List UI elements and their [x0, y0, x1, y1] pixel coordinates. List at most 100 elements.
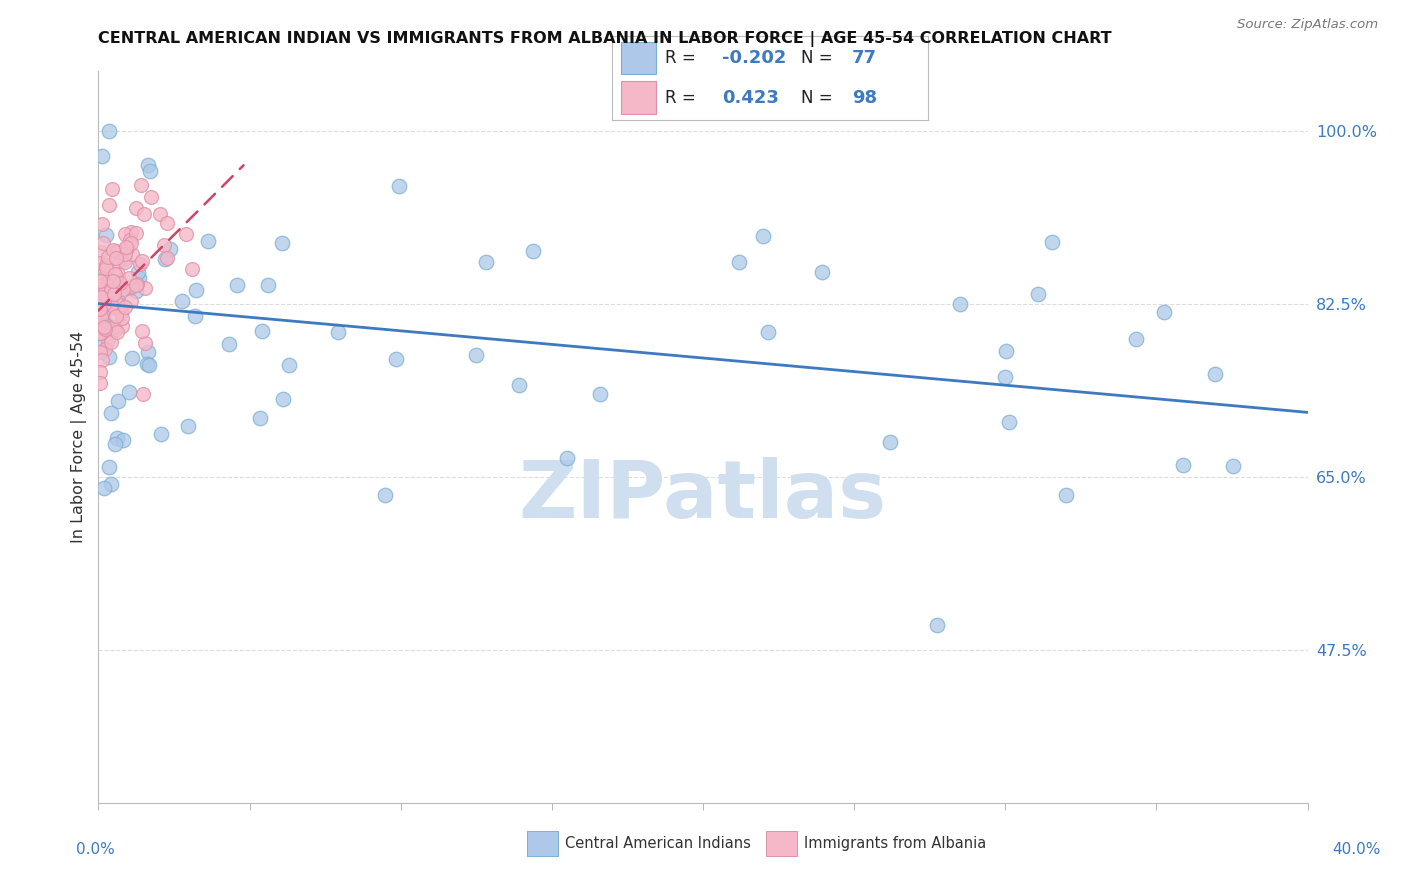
Point: [107, 267, 129, 281]
Point: [114, 255, 136, 269]
Text: Immigrants from Albania: Immigrants from Albania: [804, 837, 987, 851]
Point: [98, 351, 121, 365]
Point: [90, 217, 112, 231]
Point: [97, 333, 120, 347]
Text: ZIPatlas: ZIPatlas: [519, 457, 887, 534]
Point: [374, 488, 396, 502]
Point: [1204, 367, 1226, 381]
Point: [118, 281, 141, 295]
Point: [94, 267, 117, 281]
Text: 40.0%: 40.0%: [1333, 842, 1381, 856]
Point: [105, 295, 128, 310]
Point: [105, 431, 128, 445]
Point: [97, 319, 120, 334]
Point: [89, 279, 111, 293]
Point: [100, 406, 122, 420]
Point: [172, 293, 194, 308]
Point: [118, 271, 141, 285]
Point: [125, 277, 148, 291]
Point: [110, 303, 132, 318]
Point: [118, 384, 141, 399]
Point: [107, 278, 129, 293]
Point: [89, 376, 111, 390]
Text: R =: R =: [665, 49, 702, 67]
Point: [104, 437, 127, 451]
Point: [112, 282, 135, 296]
Point: [103, 319, 125, 334]
Point: [124, 284, 146, 298]
Point: [226, 277, 249, 292]
Point: [96, 289, 118, 303]
Point: [475, 255, 498, 269]
Point: [994, 370, 1017, 384]
Point: [1153, 305, 1175, 319]
Point: [121, 351, 143, 365]
Point: [90, 306, 112, 320]
Point: [91, 319, 114, 334]
Bar: [621, 81, 655, 113]
Point: [159, 242, 181, 256]
Point: [522, 244, 544, 259]
Point: [184, 309, 207, 323]
Point: [97, 319, 120, 334]
Point: [197, 235, 219, 249]
Point: [278, 358, 301, 372]
Point: [121, 278, 143, 293]
Text: 0.423: 0.423: [723, 88, 779, 106]
Point: [149, 207, 172, 221]
Point: [93, 481, 115, 495]
Point: [90, 308, 112, 322]
Point: [508, 377, 530, 392]
Point: [1054, 487, 1077, 501]
Point: [114, 227, 136, 242]
Point: [100, 283, 122, 297]
Point: [271, 392, 294, 406]
Point: [150, 427, 173, 442]
Point: [120, 226, 142, 240]
Point: [89, 345, 111, 359]
Text: Central American Indians: Central American Indians: [565, 837, 751, 851]
Point: [555, 451, 578, 466]
Point: [90, 290, 112, 304]
Point: [125, 202, 148, 216]
Point: [93, 319, 115, 334]
Y-axis label: In Labor Force | Age 45-54: In Labor Force | Age 45-54: [72, 331, 87, 543]
Point: [101, 243, 124, 257]
Text: 0.0%: 0.0%: [76, 842, 115, 856]
Point: [156, 251, 179, 265]
Point: [879, 435, 901, 450]
Point: [131, 324, 153, 338]
Point: [134, 336, 156, 351]
Point: [94, 259, 117, 273]
Point: [90, 326, 112, 340]
Point: [177, 419, 200, 434]
Point: [925, 618, 948, 632]
Point: [111, 310, 134, 325]
Text: -0.202: -0.202: [723, 49, 787, 67]
Point: [89, 291, 111, 305]
Point: [128, 270, 150, 285]
Point: [388, 179, 411, 194]
Point: [138, 345, 160, 359]
Point: [1222, 459, 1244, 474]
Point: [91, 352, 114, 367]
Point: [93, 286, 115, 301]
Point: [98, 459, 121, 474]
Point: [120, 293, 142, 308]
Point: [136, 358, 159, 372]
Point: [91, 298, 114, 312]
Point: [176, 227, 198, 242]
Point: [94, 342, 117, 356]
Point: [112, 252, 135, 267]
Point: [105, 292, 128, 306]
Point: [139, 163, 162, 178]
Point: [94, 227, 117, 242]
Point: [218, 336, 240, 351]
Point: [949, 297, 972, 311]
Point: [134, 280, 156, 294]
Point: [91, 236, 114, 251]
Point: [465, 348, 488, 362]
Point: [120, 233, 142, 247]
Point: [127, 265, 149, 279]
Point: [103, 267, 125, 281]
